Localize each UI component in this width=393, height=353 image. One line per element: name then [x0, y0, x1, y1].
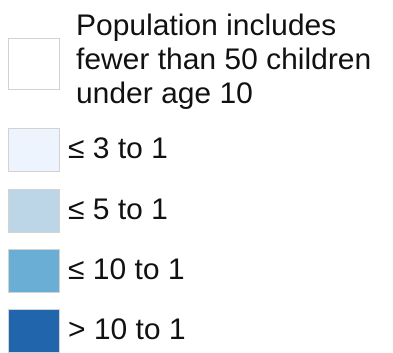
legend-label-ratio-10: ≤ 10 to 1: [68, 253, 185, 286]
legend-swatch-small-population: [8, 38, 60, 90]
legend-label-ratio-5: ≤ 5 to 1: [68, 193, 168, 226]
legend-swatch-ratio-5: [8, 189, 60, 233]
legend-label-small-population: Population includes fewer than 50 childr…: [76, 9, 372, 110]
legend-item-small-population: Population includes fewer than 50 childr…: [8, 9, 371, 110]
legend-item-ratio-over-10: > 10 to 1: [8, 309, 186, 353]
legend-label-ratio-over-10: > 10 to 1: [68, 313, 186, 346]
legend-item-ratio-3: ≤ 3 to 1: [8, 128, 168, 172]
legend-label-ratio-3: ≤ 3 to 1: [68, 132, 168, 165]
legend-item-ratio-5: ≤ 5 to 1: [8, 189, 168, 233]
legend-swatch-ratio-3: [8, 128, 60, 172]
legend-swatch-ratio-10: [8, 249, 60, 293]
legend-item-ratio-10: ≤ 10 to 1: [8, 249, 185, 293]
legend-swatch-ratio-over-10: [8, 309, 60, 353]
